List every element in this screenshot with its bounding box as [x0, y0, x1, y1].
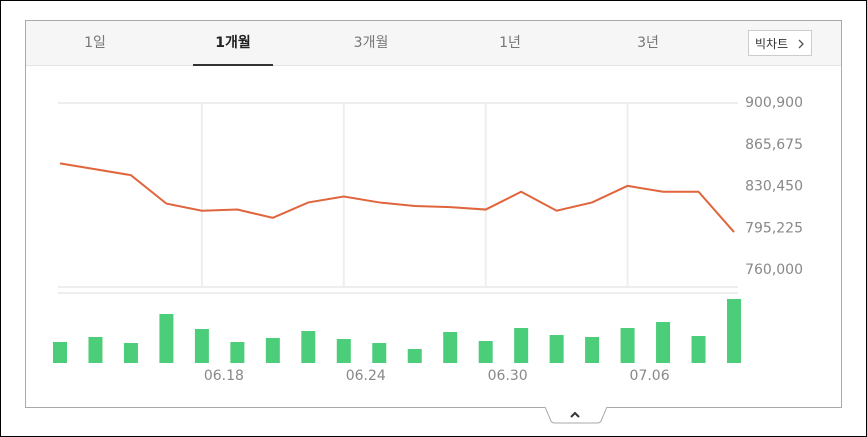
- volume-bar: [585, 337, 600, 363]
- tab[interactable]: 1개월: [193, 21, 273, 66]
- price-line: [59, 162, 735, 233]
- x-tick-label: 07.06: [630, 368, 670, 384]
- volume-bar: [691, 336, 706, 363]
- volume-bar: [194, 329, 209, 363]
- volume-bar: [53, 342, 67, 363]
- y-tick-label: 865,675: [745, 137, 803, 153]
- tab-bar: 1일 1개월 3개월 1년 3년: [26, 21, 841, 66]
- volume-bar: [123, 343, 138, 363]
- volume-bar: [372, 343, 387, 363]
- volume-bar: [336, 339, 351, 363]
- volume-bar: [549, 335, 564, 363]
- volume-bar: [407, 349, 422, 363]
- y-tick-label: 830,450: [745, 179, 803, 195]
- volume-bar: [230, 342, 245, 363]
- x-tick-label: 06.18: [204, 368, 244, 384]
- volume-bar: [620, 328, 635, 363]
- volume-bar: [265, 338, 280, 363]
- tab[interactable]: 1일: [84, 35, 106, 51]
- volume-bar: [88, 337, 103, 363]
- chart-panel: 1일 1개월 3개월 1년 3년 빅차트: [25, 20, 842, 408]
- tab[interactable]: 3년: [637, 35, 659, 51]
- chevron-icon: [798, 39, 804, 49]
- volume-bar: [159, 314, 174, 363]
- button-label: 빅차트: [755, 37, 789, 51]
- volume-bar: [514, 328, 529, 363]
- volume-bar: [443, 332, 458, 363]
- x-tick-label: 06.30: [488, 368, 528, 384]
- tab[interactable]: 1년: [499, 35, 521, 51]
- y-tick-label: 900,900: [745, 95, 803, 111]
- y-tick-label: 795,225: [745, 220, 803, 236]
- x-tick-label: 06.24: [346, 368, 386, 384]
- y-tick-label: 760,000: [745, 262, 803, 278]
- volume-bar: [656, 322, 671, 363]
- volume-bar: [478, 341, 493, 363]
- volume-bar: [301, 331, 316, 363]
- big-chart-button[interactable]: 빅차트: [748, 30, 812, 56]
- volume-bar: [727, 299, 741, 363]
- tab[interactable]: 3개월: [353, 35, 389, 51]
- collapse-tab[interactable]: [545, 407, 607, 425]
